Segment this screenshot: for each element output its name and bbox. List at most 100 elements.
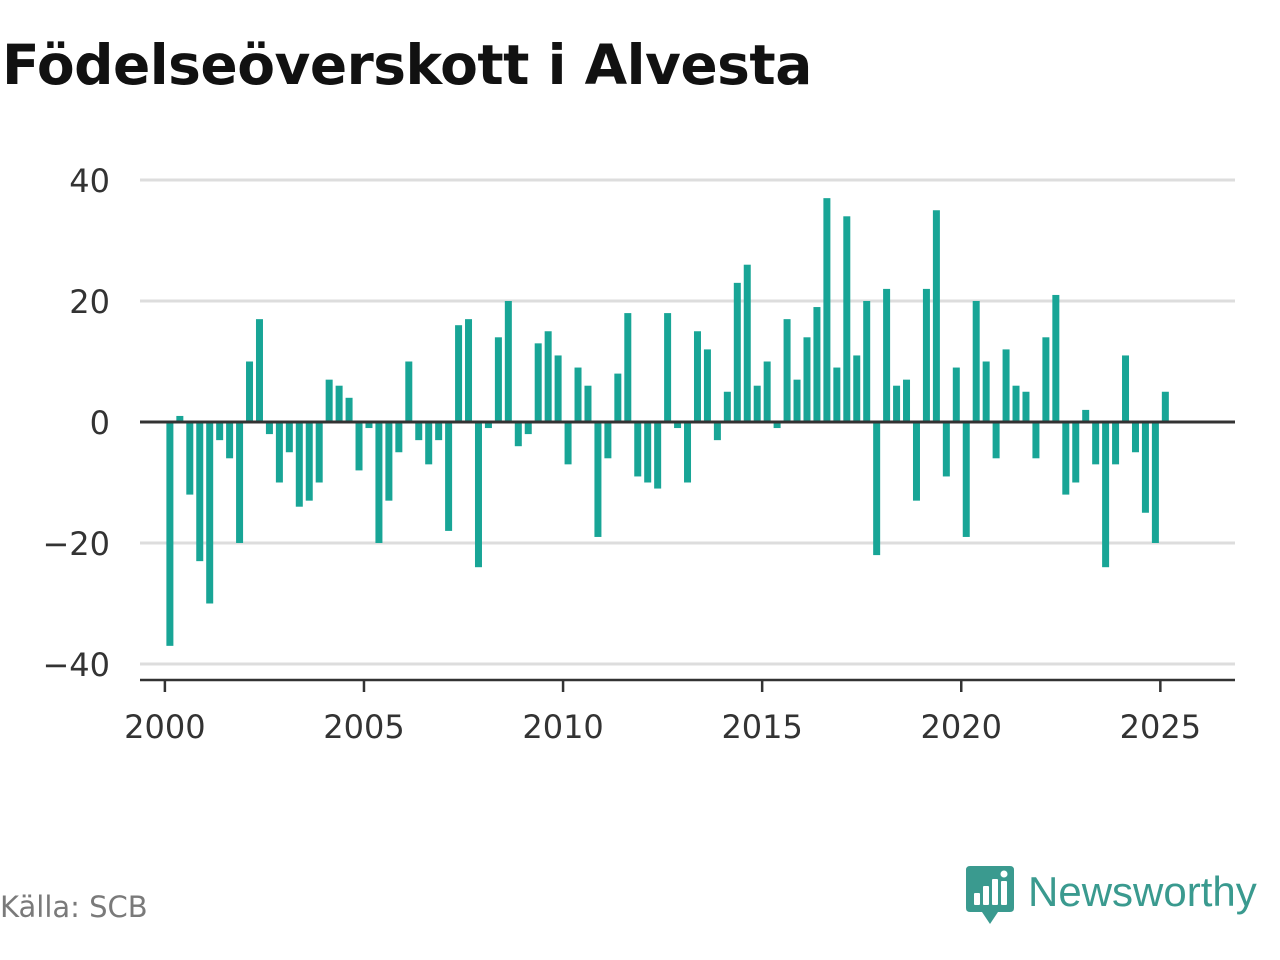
bar (385, 422, 393, 501)
bar (265, 422, 273, 435)
bar (1082, 409, 1090, 422)
bar (166, 422, 174, 646)
bar (484, 422, 492, 429)
bar (912, 422, 920, 501)
bar (693, 331, 701, 422)
bar (624, 313, 632, 422)
bar (773, 422, 781, 429)
bar (992, 422, 1000, 459)
source-note: Källa: SCB (0, 890, 148, 924)
newsworthy-logo-icon (966, 866, 1014, 924)
bar (1112, 422, 1120, 465)
bar (405, 361, 413, 422)
bar (534, 343, 542, 422)
x-tick-label: 2025 (1120, 708, 1201, 746)
x-tick-label: 2010 (522, 708, 603, 746)
bar (684, 422, 692, 483)
bar (246, 361, 254, 422)
bar (1141, 422, 1149, 513)
bar (853, 355, 861, 422)
bar (932, 210, 940, 422)
bar (753, 385, 761, 422)
bar (922, 288, 930, 422)
bar (584, 385, 592, 422)
bar (574, 367, 582, 422)
bar (1131, 422, 1139, 453)
bar (723, 391, 731, 422)
bar (614, 373, 622, 422)
bar (375, 422, 383, 543)
bar (803, 337, 811, 422)
bar (494, 337, 502, 422)
bar (903, 379, 911, 422)
bar (1072, 422, 1080, 483)
bar (1052, 294, 1060, 422)
y-tick-label: −20 (42, 525, 110, 563)
bar (863, 301, 871, 422)
bar (644, 422, 652, 483)
bar (1161, 391, 1169, 422)
bar (952, 367, 960, 422)
bar (216, 422, 224, 441)
bar (1012, 385, 1020, 422)
bar (743, 264, 751, 422)
bar (664, 313, 672, 422)
bar (823, 198, 831, 422)
bar (186, 422, 194, 495)
bar (674, 422, 682, 429)
bar (1062, 422, 1070, 495)
bar (355, 422, 363, 471)
bar (793, 379, 801, 422)
bar (733, 282, 741, 422)
bar (783, 319, 791, 422)
bar (594, 422, 602, 537)
bar (982, 361, 990, 422)
newsworthy-brand: Newsworthy (964, 864, 1257, 926)
bar (564, 422, 572, 465)
bar (415, 422, 423, 441)
bar (285, 422, 293, 453)
bar (1002, 349, 1010, 422)
bar (1122, 355, 1130, 422)
bar (942, 422, 950, 477)
bar (365, 422, 373, 429)
bar (763, 361, 771, 422)
bar (843, 216, 851, 422)
bar (435, 422, 443, 441)
bar (893, 385, 901, 422)
bar (654, 422, 662, 489)
bar (315, 422, 323, 483)
bar (474, 422, 482, 568)
bar (514, 422, 522, 447)
bar (813, 307, 821, 422)
x-tick-label: 2015 (721, 708, 802, 746)
x-tick-label: 2005 (323, 708, 404, 746)
bar (972, 301, 980, 422)
bar (1102, 422, 1110, 568)
y-tick-label: 40 (69, 162, 110, 200)
y-tick-label: 20 (69, 283, 110, 321)
bar (275, 422, 283, 483)
bar (962, 422, 970, 537)
bar (206, 422, 214, 604)
bar (544, 331, 552, 422)
bar (504, 301, 512, 422)
bar (713, 422, 721, 441)
bar (1092, 422, 1100, 465)
bar (634, 422, 642, 477)
bar (455, 325, 463, 422)
bar (345, 397, 353, 422)
bar (1032, 422, 1040, 459)
bar (554, 355, 562, 422)
bar (255, 319, 263, 422)
bar (295, 422, 303, 507)
bar (465, 319, 473, 422)
bar (445, 422, 453, 531)
bar (425, 422, 433, 465)
chart-title: Födelseöverskott i Alvesta (2, 33, 812, 97)
bar (305, 422, 313, 501)
bar (524, 422, 532, 435)
bar (196, 422, 204, 562)
bar (833, 367, 841, 422)
